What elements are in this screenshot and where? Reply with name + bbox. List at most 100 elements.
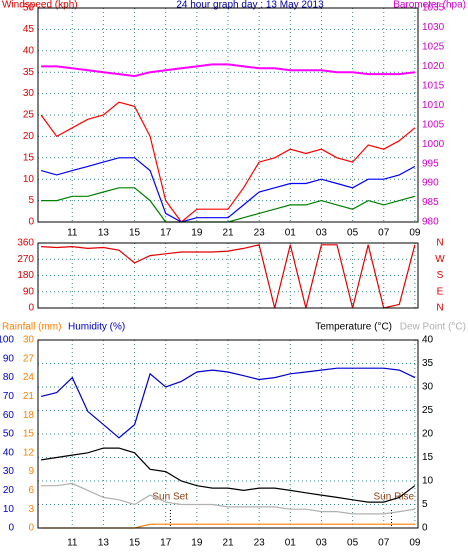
plot-frame [37, 339, 419, 529]
y2-tick-label: W [435, 254, 445, 265]
y2-tick-label: 1000 [422, 139, 445, 150]
y-tick-label: 35 [23, 67, 35, 78]
x-tick-label: 01 [285, 228, 297, 239]
y2-tick-label: 995 [422, 158, 439, 169]
y2-tick-label: 1035 [422, 3, 445, 14]
y-tick-label: 15 [23, 152, 35, 163]
y-tick-label: 40 [3, 447, 15, 458]
y-tick-label: 0 [28, 217, 34, 228]
x-tick-label: 15 [129, 228, 141, 239]
x-tick-label: 21 [222, 538, 234, 549]
y2-tick-label: 1005 [422, 119, 445, 130]
series-line [40, 101, 416, 223]
y-tick-label: 90 [3, 353, 15, 364]
series-line [41, 63, 416, 78]
x-tick-label: 13 [98, 228, 110, 239]
x-tick-label: 19 [191, 228, 203, 239]
y-tick-label: 100 [0, 335, 14, 346]
y3-tick-label: 6 [28, 485, 34, 496]
x-tick-label: 01 [285, 538, 297, 549]
y2-tick-label: 30 [422, 382, 434, 393]
y-tick-label: 0 [8, 523, 14, 534]
y2-tick-label: 40 [422, 335, 434, 346]
y2-tick-label: 985 [422, 197, 439, 208]
y2-tick-label: 980 [422, 217, 439, 228]
y3-tick-label: 30 [23, 335, 35, 346]
x-tick-label: 09 [409, 228, 421, 239]
y-tick-label: 60 [3, 410, 15, 421]
y-tick-label: 0 [28, 303, 34, 314]
x-tick-label: 03 [316, 538, 328, 549]
y2-tick-label: 10 [422, 476, 434, 487]
y2-tick-label: 5 [422, 499, 428, 510]
y2-tick-label: 990 [422, 178, 439, 189]
y2-tick-label: 1015 [422, 80, 445, 91]
series-line [41, 482, 415, 515]
y2-tick-label: 1030 [422, 22, 445, 33]
y-tick-label: 50 [23, 3, 35, 14]
x-tick-label: 11 [67, 228, 78, 239]
y2-tick-label: 1010 [422, 100, 445, 111]
y-tick-label: 25 [23, 110, 35, 121]
windspeed-label: Windspeed (kph) [2, 0, 78, 11]
x-tick-label: 05 [347, 228, 359, 239]
y2-tick-label: 15 [422, 452, 434, 463]
x-tick-label: 05 [347, 538, 359, 549]
x-tick-label: 19 [191, 538, 203, 549]
plot-frame [37, 7, 419, 223]
dew-point-label: Dew Point (°C) [400, 322, 466, 333]
humidity-label: Humidity (%) [68, 322, 125, 333]
x-tick-label: 17 [160, 228, 172, 239]
series-line [40, 367, 416, 439]
x-tick-label: 13 [98, 538, 110, 549]
y-tick-label: 45 [23, 24, 35, 35]
y-tick-label: 50 [3, 429, 15, 440]
y-tick-label: 90 [23, 286, 35, 297]
y3-tick-label: 0 [28, 523, 34, 534]
x-tick-label: 21 [222, 228, 234, 239]
y-tick-label: 10 [23, 174, 35, 185]
temperature-label: Temperature (°C) [315, 322, 392, 333]
chart-title: 24 hour graph day : 13 May 2013 [176, 0, 324, 11]
y3-tick-label: 9 [28, 466, 34, 477]
y-tick-label: 180 [17, 270, 34, 281]
y2-tick-label: 25 [422, 405, 434, 416]
y-tick-label: 20 [3, 485, 15, 496]
series-line [40, 157, 416, 223]
y-tick-label: 30 [23, 88, 35, 99]
y3-tick-label: 27 [23, 353, 35, 364]
y3-tick-label: 12 [23, 447, 35, 458]
x-tick-label: 23 [254, 228, 266, 239]
series-line [41, 447, 416, 503]
y-tick-label: 30 [3, 466, 15, 477]
x-tick-label: 23 [254, 538, 266, 549]
y-tick-label: 270 [17, 254, 34, 265]
x-tick-label: 11 [67, 538, 78, 549]
y-tick-label: 360 [17, 238, 34, 249]
y3-tick-label: 24 [23, 372, 35, 383]
y2-tick-label: 1025 [422, 42, 445, 53]
rainfall-label: Rainfall (mm) [2, 322, 61, 333]
annotation: Sun Set [152, 492, 188, 503]
y3-tick-label: 15 [23, 429, 35, 440]
y-tick-label: 80 [3, 372, 15, 383]
x-tick-label: 07 [378, 228, 390, 239]
annotation: Sun Rise [374, 492, 415, 503]
barometer-label: Barometer (hpa) [393, 0, 466, 11]
y-tick-label: 40 [23, 45, 35, 56]
y2-tick-label: S [437, 270, 444, 281]
y3-tick-label: 18 [23, 410, 35, 421]
y2-tick-label: 1020 [422, 61, 445, 72]
y-tick-label: 5 [28, 195, 34, 206]
y2-tick-label: N [436, 238, 443, 249]
y2-tick-label: N [436, 303, 443, 314]
y-tick-label: 70 [3, 391, 15, 402]
x-tick-label: 07 [378, 538, 390, 549]
y3-tick-label: 21 [23, 391, 35, 402]
y2-tick-label: 0 [422, 523, 428, 534]
y3-tick-label: 3 [28, 504, 34, 515]
y2-tick-label: 20 [422, 429, 434, 440]
